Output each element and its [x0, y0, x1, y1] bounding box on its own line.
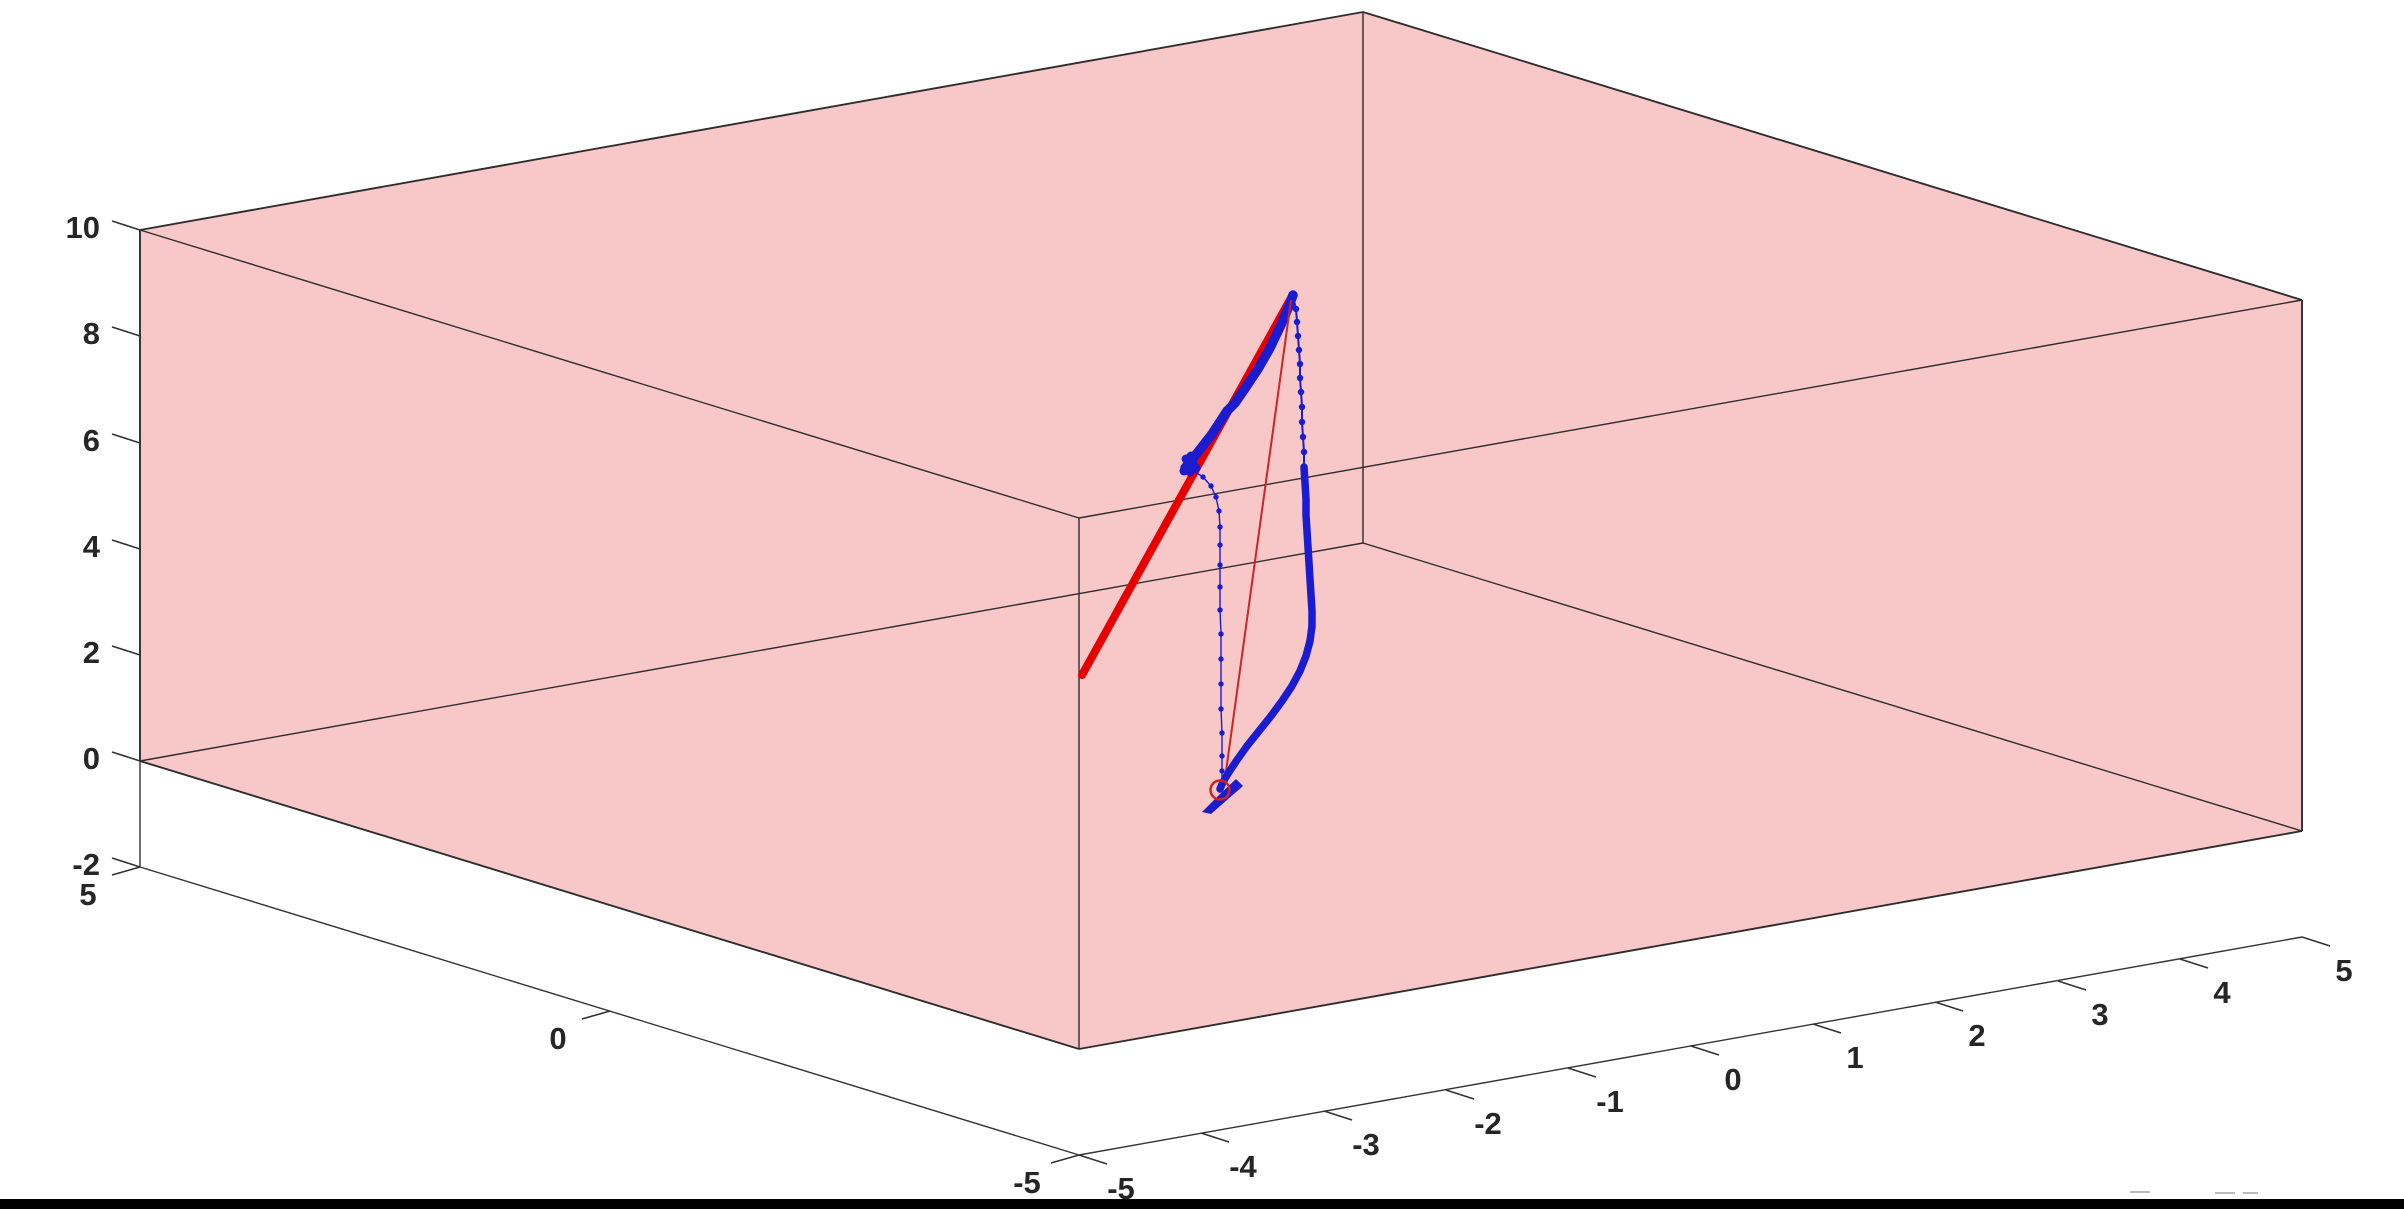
orbit-dot-marker: [1217, 542, 1223, 548]
bottom-black-bar: [0, 1199, 2404, 1209]
x-tick-label: -3: [1352, 1127, 1380, 1162]
orbit-knot-marker: [1191, 463, 1201, 473]
y-tick-mark: [581, 1010, 611, 1020]
orbit-dot-marker: [1298, 403, 1306, 411]
orbit-dot-marker: [1213, 494, 1219, 500]
orbit-dot-marker: [1297, 388, 1305, 396]
x-tick-label: 5: [2335, 953, 2352, 988]
orbit-dot-marker: [1295, 346, 1303, 354]
z-tick-label: 6: [83, 423, 100, 458]
orbit-dot-marker: [1217, 562, 1223, 568]
orbit-dot-marker: [1218, 631, 1224, 637]
orbit-dot-marker: [1298, 418, 1306, 426]
orbit-dot-marker: [1293, 318, 1301, 326]
start-ring-marker: [1209, 779, 1231, 801]
prism-inner-edge: [1078, 299, 2303, 519]
axis-line: [1078, 936, 2303, 1156]
orbit-dot-marker: [1218, 656, 1224, 662]
y-tick-mark: [1050, 1154, 1080, 1164]
x-tick-mark: [1323, 1110, 1353, 1121]
orbit-dot-marker: [1216, 508, 1222, 514]
z-tick-mark: [111, 433, 141, 444]
prism-inner-edge: [139, 229, 1080, 519]
orbit-dot-marker: [1289, 292, 1297, 300]
x-tick-label: 0: [1724, 1062, 1741, 1097]
x-tick-label: 3: [2091, 997, 2108, 1032]
x-tick-mark: [1200, 1132, 1230, 1143]
x-tick-label: -4: [1229, 1149, 1257, 1184]
y-tick-label: 0: [549, 1021, 566, 1056]
orbit-dot-marker: [1219, 768, 1225, 774]
orbit-dot-marker: [1292, 305, 1300, 313]
z-tick-mark: [111, 539, 141, 550]
y-tick-label: 5: [79, 877, 96, 912]
x-tick-label: -1: [1596, 1084, 1624, 1119]
orbit-dot-marker: [1300, 448, 1308, 456]
x-tick-mark: [1078, 1154, 1108, 1165]
orbit-dot-marker: [1296, 374, 1304, 382]
z-tick-mark: [111, 751, 141, 762]
trajectory-arrowhead: [1202, 779, 1243, 814]
orbit-dot-marker: [1219, 753, 1225, 759]
x-tick-mark: [1934, 1001, 1964, 1012]
prism-outer-edge: [139, 11, 1364, 231]
x-tick-mark: [2057, 980, 2087, 991]
z-tick-label: 2: [83, 635, 100, 670]
x-tick-mark: [2179, 958, 2209, 969]
orbit-dot-marker: [1218, 681, 1224, 687]
x-tick-mark: [1567, 1067, 1597, 1078]
surface-prism-face: [140, 12, 2302, 1049]
orbit-dot-marker: [1219, 730, 1225, 736]
orbit-ascending-branch: [1180, 290, 1298, 473]
z-tick-mark: [111, 220, 141, 231]
orbit-dot-marker: [1217, 524, 1223, 530]
orbit-dot-marker: [1200, 474, 1206, 480]
z-tick-label: -2: [72, 847, 100, 882]
orbit-right-branch-thick: [1216, 463, 1316, 793]
x-tick-label: 1: [1846, 1040, 1863, 1075]
y-tick-mark: [111, 866, 141, 876]
z-tick-label: 8: [83, 316, 100, 351]
orbit-dot-marker: [1217, 607, 1223, 613]
chord-line-red: [1223, 299, 1292, 787]
prism-outer-edge: [1078, 830, 2303, 1050]
prism-outer-edge: [139, 760, 1080, 1050]
orbit-dot-marker: [1294, 332, 1302, 340]
prism-outer-edge: [1362, 11, 2303, 301]
z-tick-mark: [111, 857, 141, 868]
x-tick-label: 4: [2213, 975, 2231, 1010]
orbit-dot-marker: [1218, 706, 1224, 712]
x-tick-mark: [1690, 1045, 1720, 1056]
z-tick-label: 0: [83, 741, 100, 776]
z-tick-mark: [111, 645, 141, 656]
orbit-knot-marker: [1186, 451, 1196, 461]
orbit-dot-marker: [1217, 584, 1223, 590]
x-tick-mark: [1812, 1023, 1842, 1034]
prism-inner-edge: [1362, 542, 2303, 832]
orbit-dot-marker: [1299, 433, 1307, 441]
orbit-dot-marker: [1208, 483, 1214, 489]
x-tick-mark: [2301, 936, 2331, 947]
x-tick-label: 2: [1968, 1018, 1985, 1053]
x-tick-label: -2: [1474, 1106, 1502, 1141]
x-tick-mark: [1445, 1089, 1475, 1100]
prism-inner-edge: [139, 542, 1364, 762]
z-tick-label: 4: [83, 529, 101, 564]
reference-line-red: [1078, 294, 1295, 679]
y-tick-label: -5: [1013, 1165, 1041, 1200]
z-tick-label: 10: [66, 210, 100, 245]
z-tick-mark: [111, 326, 141, 337]
orbit-dot-marker: [1296, 360, 1304, 368]
